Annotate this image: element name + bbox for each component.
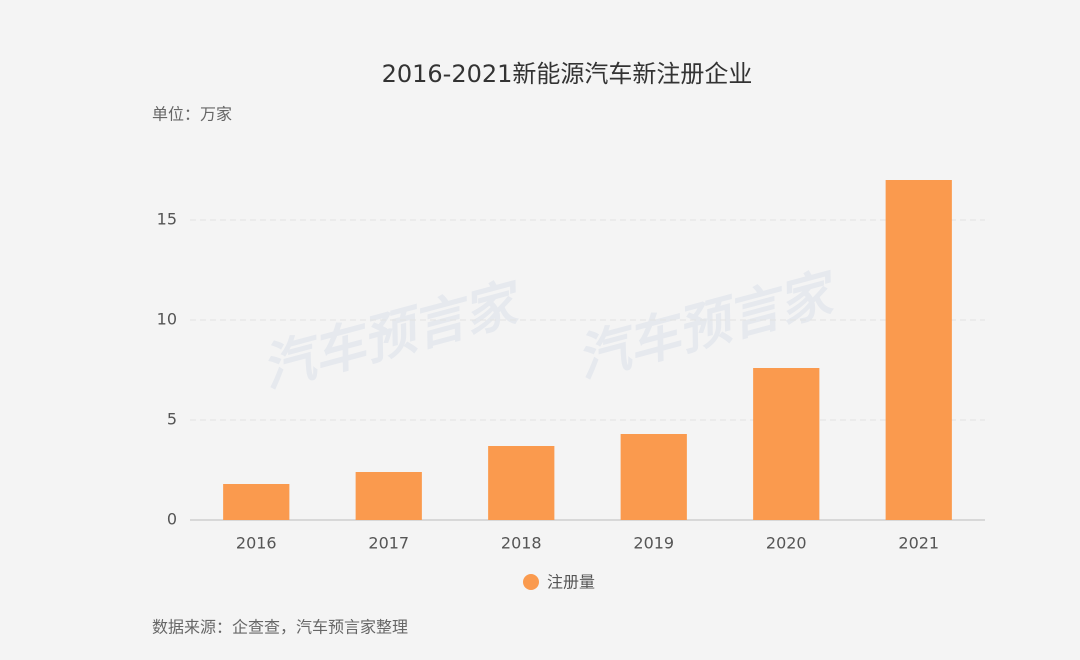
bar	[488, 446, 555, 520]
x-tick-label: 2016	[236, 534, 277, 553]
legend-label: 注册量	[547, 573, 595, 592]
x-tick-label: 2020	[766, 534, 807, 553]
x-tick-label: 2018	[501, 534, 542, 553]
x-tick-label: 2017	[368, 534, 409, 553]
legend-marker	[523, 574, 539, 590]
bar	[355, 472, 422, 520]
bar	[223, 484, 290, 520]
bar	[620, 434, 687, 520]
y-tick-label: 10	[157, 310, 177, 329]
bar	[753, 368, 820, 520]
source-note: 数据来源：企查查，汽车预言家整理	[152, 618, 408, 637]
y-tick-label: 15	[157, 210, 177, 229]
x-tick-label: 2019	[633, 534, 674, 553]
chart-title: 2016-2021新能源汽车新注册企业	[382, 60, 753, 88]
y-tick-label: 5	[167, 410, 177, 429]
bar	[885, 180, 952, 520]
x-tick-label: 2021	[898, 534, 939, 553]
watermark: 汽车预言家	[256, 273, 529, 400]
y-tick-label: 0	[167, 510, 177, 529]
unit-label: 单位：万家	[152, 105, 232, 124]
